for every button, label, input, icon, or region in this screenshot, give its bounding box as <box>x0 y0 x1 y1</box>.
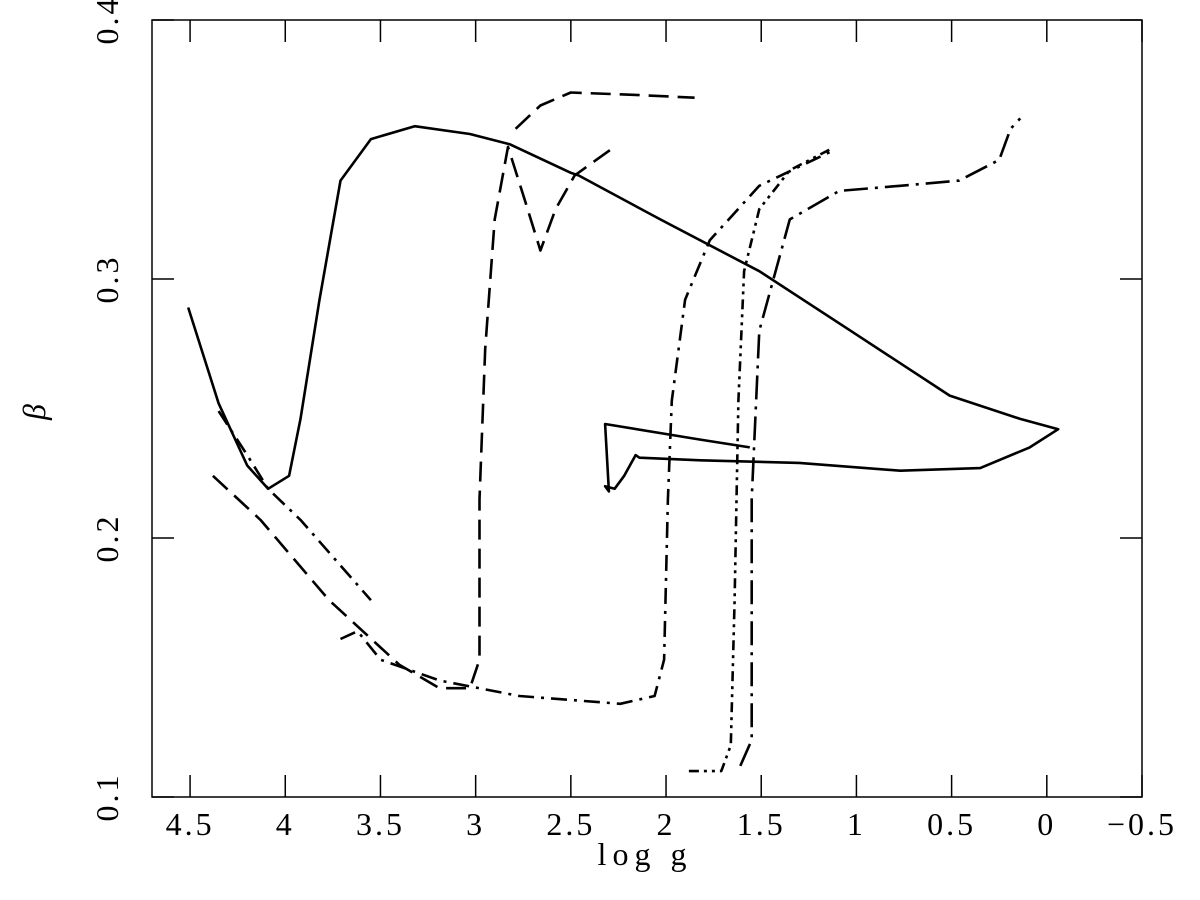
y-tick-label: 0.2 <box>89 514 125 563</box>
x-tick-label: 1.5 <box>737 806 786 842</box>
series-line <box>186 124 1060 493</box>
y-tick-label: 0.1 <box>89 773 125 822</box>
x-tick-label: 4.5 <box>166 806 215 842</box>
x-tick-label: 3 <box>466 806 485 842</box>
plot-frame <box>151 19 1143 798</box>
y-tick-label: 0.4 <box>89 0 125 45</box>
x-tick-label: 0.5 <box>927 806 976 842</box>
series-line <box>688 148 831 773</box>
x-tick-label: 2.5 <box>546 806 595 842</box>
y-tick-label: 0.3 <box>89 255 125 304</box>
series-line <box>739 117 1022 767</box>
x-tick-label: 3.5 <box>356 806 405 842</box>
series-line <box>212 91 695 690</box>
x-tick-label: 2 <box>657 806 676 842</box>
x-tick-label: 4 <box>276 806 295 842</box>
x-tick-label: −0.5 <box>1107 806 1177 842</box>
series-line <box>217 150 831 706</box>
x-tick-label: 1 <box>847 806 866 842</box>
x-axis-label: log g <box>598 836 693 872</box>
x-tick-label: 0 <box>1037 806 1056 842</box>
y-axis-label: β <box>16 404 52 421</box>
